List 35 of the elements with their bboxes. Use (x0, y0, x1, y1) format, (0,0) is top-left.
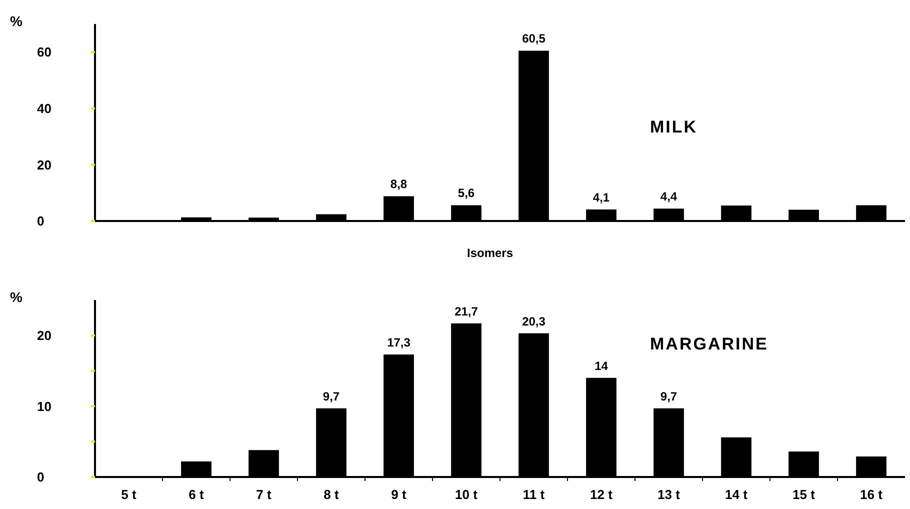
y-tick-label: 20 (37, 328, 52, 343)
y-tick-label: 0 (37, 214, 44, 229)
data-label: 20,3 (522, 314, 546, 328)
x-tick-label: 8 t (324, 487, 340, 502)
y-tick-label: 10 (37, 398, 52, 414)
x-tick-label: 6 t (188, 487, 205, 502)
data-label: 4,1 (592, 190, 610, 204)
data-label: 60,5 (522, 32, 546, 46)
x-tick-label: 13 t (658, 487, 681, 502)
text: MARGARINE (650, 334, 768, 354)
x-tick-label: 16 t (860, 487, 884, 502)
data-label: 14 (594, 358, 608, 373)
x-tick-label: 11 t (522, 487, 546, 502)
y-tick-label: 60 (37, 44, 52, 60)
data-label: 5,6 (458, 186, 475, 200)
x-axis-title: Isomers (466, 246, 514, 260)
x-tick-label: 9 t (391, 487, 408, 502)
x-tick-label: 5 t (121, 487, 138, 502)
data-label: 8,8 (390, 177, 408, 192)
y-axis-title: % (10, 13, 23, 29)
x-tick-label: 14 t (725, 487, 748, 502)
x-tick-label: 10 t (455, 487, 478, 502)
data-label: 4,4 (660, 190, 678, 204)
x-tick-label: 15 t (792, 487, 816, 502)
text: MILK (650, 117, 698, 136)
y-tick-label: 40 (37, 100, 52, 116)
data-label: 9,7 (322, 389, 340, 404)
x-tick-label: 12 t (590, 487, 614, 502)
y-tick-label: 20 (37, 157, 52, 172)
y-axis-title: % (10, 289, 23, 305)
data-label: 17,3 (387, 336, 411, 350)
data-label: 21,7 (454, 304, 478, 318)
x-tick-label: 7 t (256, 487, 272, 502)
data-label: 9,7 (660, 389, 678, 404)
y-tick-label: 0 (37, 470, 44, 485)
